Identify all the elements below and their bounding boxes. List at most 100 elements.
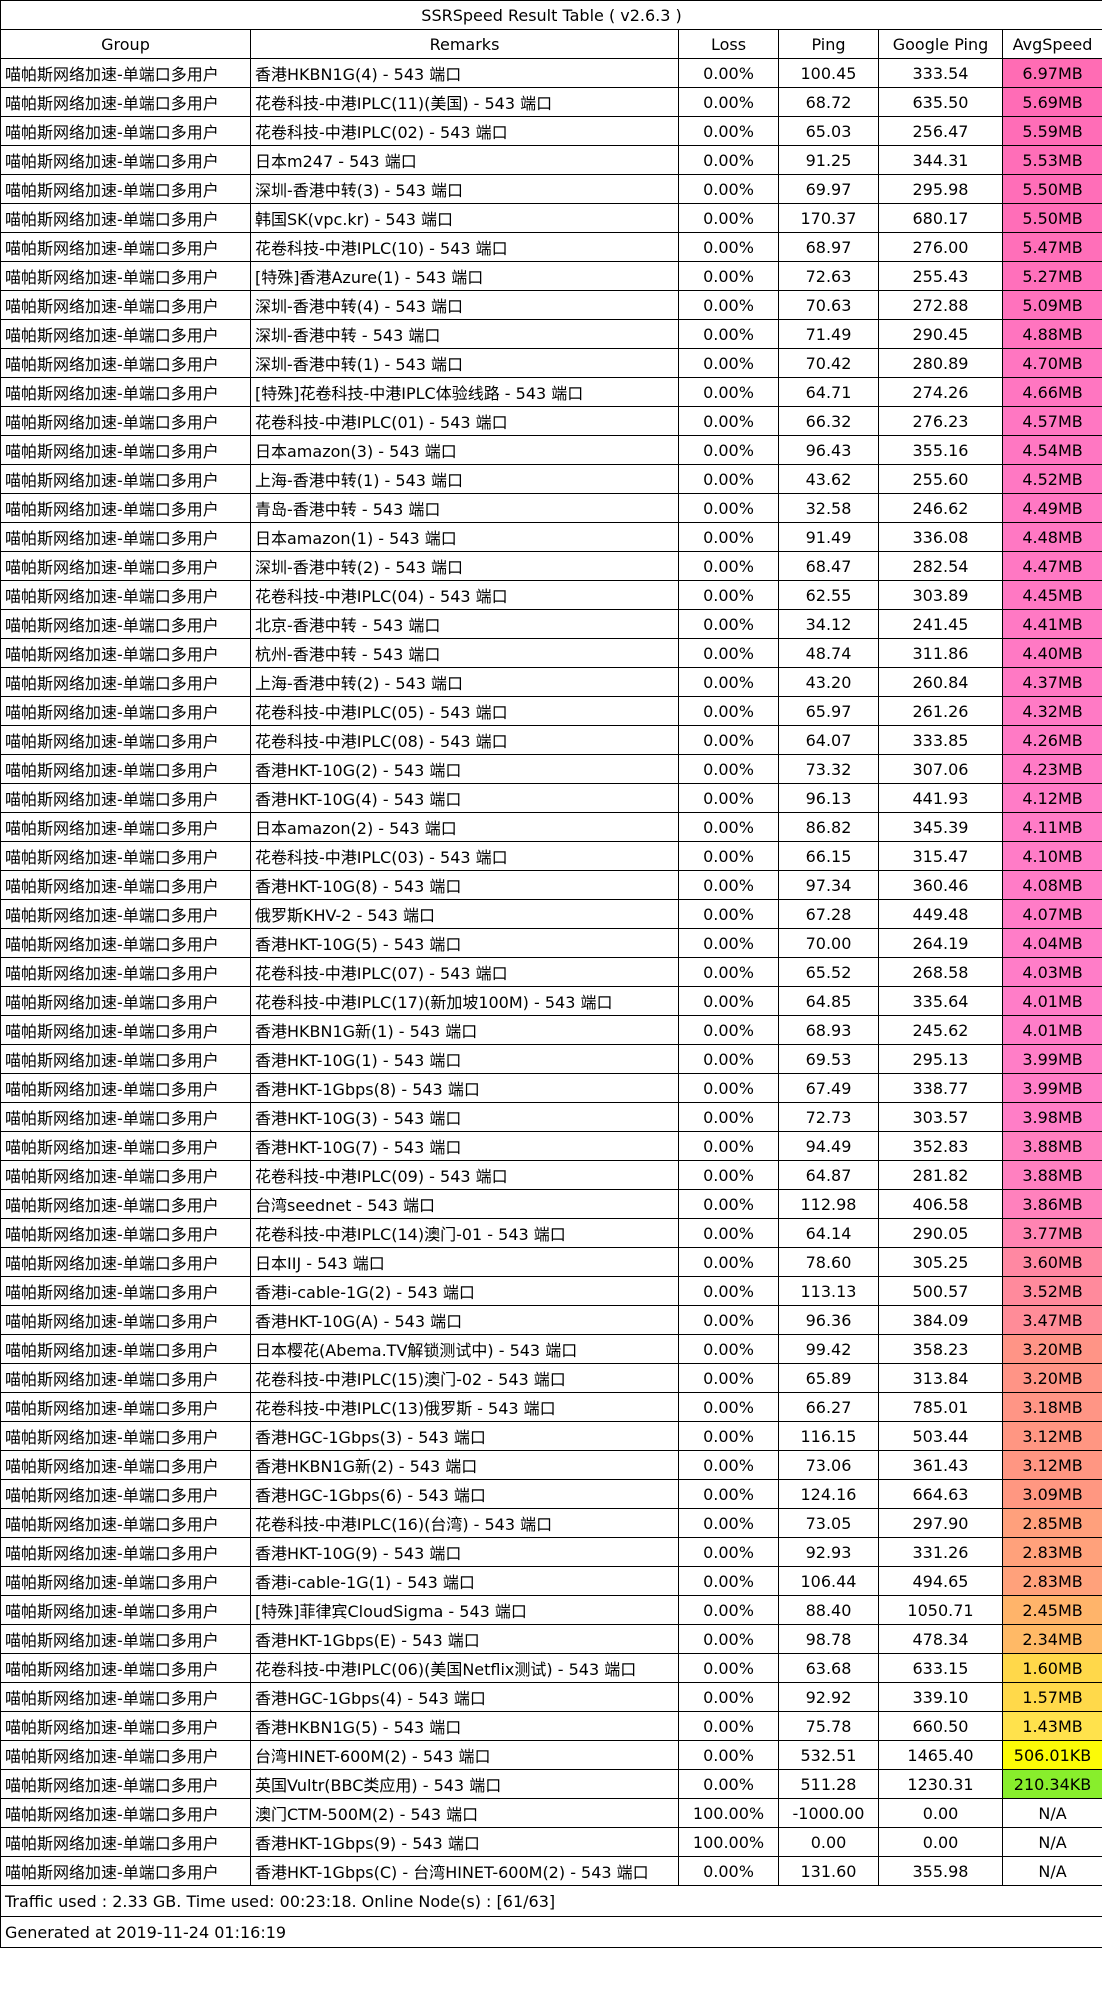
footer-summary: Traffic used : 2.33 GB. Time used: 00:23… (0, 1885, 1102, 1917)
loss-cell: 0.00% (678, 116, 779, 146)
loss-cell: 0.00% (678, 1595, 779, 1625)
google-ping-cell: 500.57 (878, 1276, 1003, 1306)
google-ping-cell: 280.89 (878, 348, 1003, 378)
remarks-cell: 深圳-香港中转(4) - 543 端口 (250, 290, 679, 320)
loss-cell: 0.00% (678, 725, 779, 755)
google-ping-cell: 358.23 (878, 1334, 1003, 1364)
avg-speed-cell: 4.01MB (1001, 1015, 1102, 1045)
loss-cell: 0.00% (678, 58, 779, 88)
table-row: 喵帕斯网络加速-单端口多用户 香港HKBN1G新(1) - 543 端口 0.00%… (0, 1015, 1102, 1045)
ping-cell: 34.12 (778, 609, 879, 639)
loss-cell: 0.00% (678, 1073, 779, 1103)
loss-cell: 0.00% (678, 377, 779, 407)
group-cell: 喵帕斯网络加速-单端口多用户 (0, 58, 251, 88)
google-ping-cell: 633.15 (878, 1653, 1003, 1683)
google-ping-cell: 305.25 (878, 1247, 1003, 1277)
group-cell: 喵帕斯网络加速-单端口多用户 (0, 1392, 251, 1422)
loss-cell: 0.00% (678, 348, 779, 378)
google-ping-cell: 260.84 (878, 667, 1003, 697)
loss-cell: 0.00% (678, 464, 779, 494)
loss-cell: 0.00% (678, 261, 779, 291)
remarks-cell: [特殊]花卷科技-中港IPLC体验线路 - 543 端口 (250, 377, 679, 407)
result-table: SSRSpeed Result Table ( v2.6.3 ) Group R… (0, 0, 1102, 1948)
loss-cell: 0.00% (678, 1392, 779, 1422)
title-row: SSRSpeed Result Table ( v2.6.3 ) (0, 0, 1102, 30)
loss-cell: 0.00% (678, 174, 779, 204)
google-ping-cell: 0.00 (878, 1798, 1003, 1828)
group-cell: 喵帕斯网络加速-单端口多用户 (0, 696, 251, 726)
group-cell: 喵帕斯网络加速-单端口多用户 (0, 1131, 251, 1161)
avg-speed-cell: 5.50MB (1001, 174, 1102, 204)
google-ping-cell: 276.23 (878, 406, 1003, 436)
remarks-cell: 杭州-香港中转 - 543 端口 (250, 638, 679, 668)
ping-cell: 68.93 (778, 1015, 879, 1045)
ping-cell: 63.68 (778, 1653, 879, 1683)
avg-speed-cell: 4.40MB (1001, 638, 1102, 668)
avg-speed-cell: 5.09MB (1001, 290, 1102, 320)
table-row: 喵帕斯网络加速-单端口多用户 香港HKT-10G(2) - 543 端口 0.00%… (0, 754, 1102, 784)
ping-cell: 92.93 (778, 1537, 879, 1567)
google-ping-cell: 256.47 (878, 116, 1003, 146)
loss-cell: 0.00% (678, 87, 779, 117)
loss-cell: 0.00% (678, 667, 779, 697)
remarks-cell: 深圳-香港中转 - 543 端口 (250, 319, 679, 349)
avg-speed-cell: 3.09MB (1001, 1479, 1102, 1509)
avg-speed-cell: 3.20MB (1001, 1363, 1102, 1393)
ping-cell: 98.78 (778, 1624, 879, 1654)
group-cell: 喵帕斯网络加速-单端口多用户 (0, 435, 251, 465)
remarks-cell: 深圳-香港中转(2) - 543 端口 (250, 551, 679, 581)
group-cell: 喵帕斯网络加速-单端口多用户 (0, 1798, 251, 1828)
table-row: 喵帕斯网络加速-单端口多用户 香港HKBN1G新(2) - 543 端口 0.00%… (0, 1450, 1102, 1480)
avg-speed-cell: 3.47MB (1001, 1305, 1102, 1335)
avg-speed-cell: 1.60MB (1001, 1653, 1102, 1683)
remarks-cell: 香港HKT-10G(8) - 543 端口 (250, 870, 679, 900)
ping-cell: 73.06 (778, 1450, 879, 1480)
group-cell: 喵帕斯网络加速-单端口多用户 (0, 319, 251, 349)
remarks-cell: 花卷科技-中港IPLC(17)(新加坡100M) - 543 端口 (250, 986, 679, 1016)
loss-cell: 100.00% (678, 1827, 779, 1857)
remarks-cell: 香港HKT-1Gbps(C) - 台湾HINET-600M(2) - 543 端… (250, 1856, 679, 1886)
table-row: 喵帕斯网络加速-单端口多用户 杭州-香港中转 - 543 端口 0.00% 48.74… (0, 638, 1102, 668)
ping-cell: 66.27 (778, 1392, 879, 1422)
table-row: 喵帕斯网络加速-单端口多用户 香港HKT-10G(5) - 543 端口 0.00%… (0, 928, 1102, 958)
loss-cell: 0.00% (678, 1740, 779, 1770)
loss-cell: 0.00% (678, 406, 779, 436)
ping-cell: 62.55 (778, 580, 879, 610)
table-row: 喵帕斯网络加速-单端口多用户 上海-香港中转(1) - 543 端口 0.00% 43… (0, 464, 1102, 494)
ping-cell: 66.32 (778, 406, 879, 436)
avg-speed-cell: 1.57MB (1001, 1682, 1102, 1712)
avg-speed-cell: 3.86MB (1001, 1189, 1102, 1219)
ping-cell: 69.97 (778, 174, 879, 204)
group-cell: 喵帕斯网络加速-单端口多用户 (0, 261, 251, 291)
remarks-cell: 香港i-cable-1G(2) - 543 端口 (250, 1276, 679, 1306)
avg-speed-cell: 4.45MB (1001, 580, 1102, 610)
remarks-cell: 香港HKT-10G(5) - 543 端口 (250, 928, 679, 958)
loss-cell: 0.00% (678, 1537, 779, 1567)
table-row: 喵帕斯网络加速-单端口多用户 澳门CTM-500M(2) - 543 端口 100.… (0, 1798, 1102, 1828)
loss-cell: 0.00% (678, 638, 779, 668)
google-ping-cell: 406.58 (878, 1189, 1003, 1219)
remarks-cell: 青岛-香港中转 - 543 端口 (250, 493, 679, 523)
loss-cell: 0.00% (678, 551, 779, 581)
avg-speed-cell: 3.77MB (1001, 1218, 1102, 1248)
avg-speed-cell: 5.27MB (1001, 261, 1102, 291)
remarks-cell: 花卷科技-中港IPLC(11)(美国) - 543 端口 (250, 87, 679, 117)
avg-speed-cell: 4.70MB (1001, 348, 1102, 378)
table-row: 喵帕斯网络加速-单端口多用户 [特殊]菲律宾CloudSigma - 543 端口… (0, 1595, 1102, 1625)
ping-cell: 96.13 (778, 783, 879, 813)
remarks-cell: 香港HKT-1Gbps(8) - 543 端口 (250, 1073, 679, 1103)
ping-cell: 124.16 (778, 1479, 879, 1509)
google-ping-cell: 0.00 (878, 1827, 1003, 1857)
remarks-cell: 花卷科技-中港IPLC(07) - 543 端口 (250, 957, 679, 987)
group-cell: 喵帕斯网络加速-单端口多用户 (0, 899, 251, 929)
avg-speed-cell: 4.66MB (1001, 377, 1102, 407)
group-cell: 喵帕斯网络加速-单端口多用户 (0, 1856, 251, 1886)
ping-cell: 91.25 (778, 145, 879, 175)
ping-cell: 64.14 (778, 1218, 879, 1248)
table-row: 喵帕斯网络加速-单端口多用户 深圳-香港中转(2) - 543 端口 0.00% 68… (0, 551, 1102, 581)
loss-cell: 0.00% (678, 435, 779, 465)
avg-speed-cell: 4.03MB (1001, 957, 1102, 987)
table-row: 喵帕斯网络加速-单端口多用户 香港HGC-1Gbps(6) - 543 端口 0.0… (0, 1479, 1102, 1509)
ping-cell: 86.82 (778, 812, 879, 842)
group-cell: 喵帕斯网络加速-单端口多用户 (0, 1711, 251, 1741)
